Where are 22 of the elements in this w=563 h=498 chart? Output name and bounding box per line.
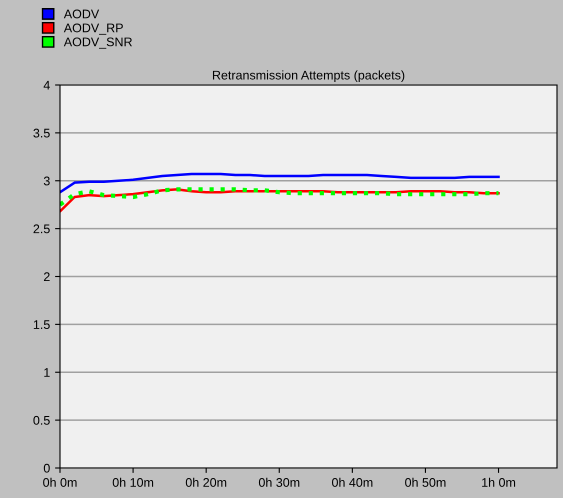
x-tick-label: 0h 40m: [332, 478, 372, 487]
x-tick-label: 0h 30m: [258, 478, 300, 487]
y-tick-label: 4: [44, 80, 50, 90]
legend-label: AODV: [64, 10, 100, 18]
line-series: [60, 172, 500, 194]
y-tick-label: 1.5: [34, 320, 50, 330]
y-tick-label: 3: [44, 176, 50, 186]
y-tick-label: 2.5: [34, 224, 50, 234]
legend-label: AODV_RP: [64, 23, 123, 35]
y-tick-label: 3.5: [33, 128, 50, 138]
x-tick-label: 0h 0m: [43, 478, 77, 487]
x-tick-label: 1h 0m: [482, 478, 516, 487]
y-tick-label: 1: [44, 368, 50, 377]
y-tick-label: 0: [44, 464, 50, 473]
x-tick-label: 0h 20m: [186, 478, 226, 487]
y-tick-label: 0.5: [33, 416, 50, 425]
x-tick-label: 0h 50m: [405, 478, 446, 487]
y-tick-label: 2: [44, 272, 50, 282]
line-series: [60, 187, 501, 207]
chart-title: Retransmission Attempts (packets): [212, 70, 404, 82]
legend-label: AODV_SNR: [64, 37, 132, 49]
x-tick-label: 0h 10m: [112, 478, 154, 487]
